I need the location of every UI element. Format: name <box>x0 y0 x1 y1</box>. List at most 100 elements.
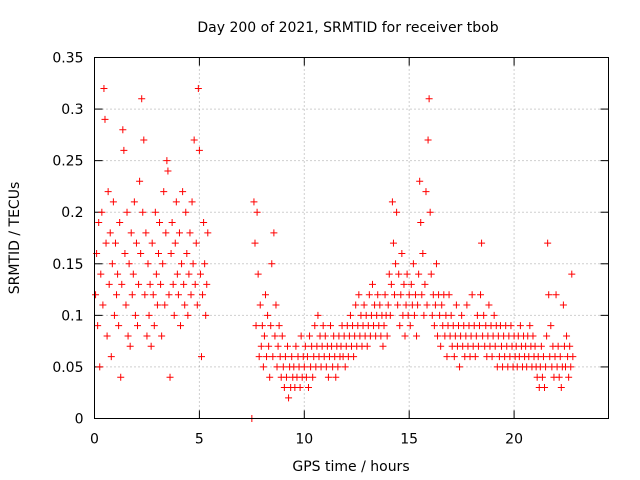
data-point <box>396 322 404 330</box>
data-point <box>270 229 278 237</box>
data-point <box>436 311 444 319</box>
data-point <box>96 363 104 371</box>
data-point <box>181 301 189 309</box>
grid-lines <box>94 57 609 419</box>
data-point <box>259 363 267 371</box>
y-tick-label: 0.3 <box>61 102 83 118</box>
data-point <box>266 373 274 381</box>
data-point <box>189 260 197 268</box>
data-point <box>352 301 360 309</box>
plot-frame <box>94 57 609 419</box>
data-point <box>254 270 262 278</box>
data-point <box>563 332 571 340</box>
data-point <box>389 239 397 247</box>
data-point <box>187 291 195 299</box>
data-point <box>178 260 186 268</box>
data-point <box>114 270 122 278</box>
data-point <box>368 280 376 288</box>
data-point <box>203 280 211 288</box>
data-point <box>488 353 496 361</box>
data-point <box>537 342 545 350</box>
data-point <box>471 353 479 361</box>
data-point <box>100 84 108 92</box>
data-point <box>538 373 546 381</box>
y-tick-label: 0.25 <box>52 154 83 170</box>
data-point <box>377 332 385 340</box>
data-point <box>274 342 282 350</box>
data-point <box>269 353 277 361</box>
data-point <box>171 239 179 247</box>
data-point <box>275 322 283 330</box>
data-point <box>321 332 329 340</box>
data-point <box>421 280 429 288</box>
data-point <box>94 322 102 330</box>
data-point <box>472 332 480 340</box>
data-point <box>422 188 430 196</box>
data-point <box>183 249 191 257</box>
data-point <box>385 270 393 278</box>
data-point <box>107 353 115 361</box>
data-point <box>108 260 116 268</box>
data-point <box>97 270 105 278</box>
data-point <box>418 291 426 299</box>
data-point <box>278 332 286 340</box>
data-point <box>428 311 436 319</box>
data-point <box>263 353 271 361</box>
data-point <box>456 363 464 371</box>
data-point <box>191 280 199 288</box>
data-point <box>395 270 403 278</box>
data-point <box>196 270 204 278</box>
data-point <box>102 239 110 247</box>
data-point <box>150 322 158 330</box>
axis-ticks <box>94 57 609 419</box>
data-point <box>182 208 190 216</box>
data-point <box>197 353 205 361</box>
data-point <box>147 342 155 350</box>
data-point <box>376 301 384 309</box>
data-point <box>172 198 180 206</box>
data-point <box>162 229 170 237</box>
data-point <box>253 208 261 216</box>
data-point <box>179 188 187 196</box>
data-point <box>165 291 173 299</box>
data-point <box>324 373 332 381</box>
data-point <box>180 280 188 288</box>
data-point <box>106 229 114 237</box>
data-point <box>374 291 382 299</box>
data-point <box>559 301 567 309</box>
y-tick-label: 0.2 <box>61 205 83 221</box>
data-point <box>149 291 157 299</box>
data-point <box>447 311 455 319</box>
data-point <box>334 363 342 371</box>
data-point <box>409 260 417 268</box>
data-point <box>319 322 327 330</box>
data-point <box>445 291 453 299</box>
data-point <box>98 208 106 216</box>
data-point <box>566 342 574 350</box>
data-point <box>168 219 176 227</box>
data-point <box>392 260 400 268</box>
data-point <box>188 198 196 206</box>
data-point <box>346 311 354 319</box>
data-point <box>153 301 161 309</box>
data-point <box>547 322 555 330</box>
data-point <box>166 373 174 381</box>
data-point <box>555 373 563 381</box>
data-point <box>264 311 272 319</box>
data-point <box>424 136 432 144</box>
data-point <box>414 301 422 309</box>
data-point <box>529 332 537 340</box>
data-point <box>473 311 481 319</box>
data-point <box>161 301 169 309</box>
data-point <box>383 332 391 340</box>
data-point <box>200 219 208 227</box>
data-point <box>327 322 335 330</box>
data-point <box>285 394 293 402</box>
data-point <box>384 301 392 309</box>
data-point <box>568 270 576 278</box>
data-point <box>95 219 103 227</box>
data-point <box>116 219 124 227</box>
data-point <box>427 270 435 278</box>
data-point <box>404 311 412 319</box>
